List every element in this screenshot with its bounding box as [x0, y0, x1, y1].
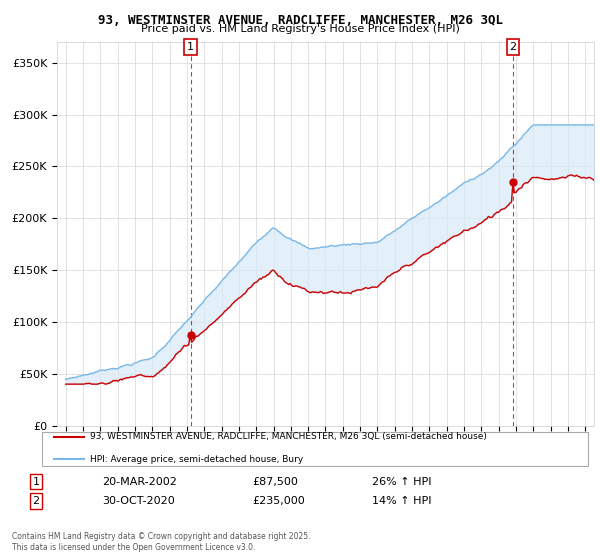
- Text: £235,000: £235,000: [252, 496, 305, 506]
- Text: 2: 2: [32, 496, 40, 506]
- Text: HPI: Average price, semi-detached house, Bury: HPI: Average price, semi-detached house,…: [90, 455, 303, 464]
- Text: Contains HM Land Registry data © Crown copyright and database right 2025.
This d: Contains HM Land Registry data © Crown c…: [12, 532, 311, 552]
- Text: Price paid vs. HM Land Registry's House Price Index (HPI): Price paid vs. HM Land Registry's House …: [140, 24, 460, 34]
- Text: 1: 1: [32, 477, 40, 487]
- Text: 14% ↑ HPI: 14% ↑ HPI: [372, 496, 431, 506]
- Text: 30-OCT-2020: 30-OCT-2020: [102, 496, 175, 506]
- Text: 93, WESTMINSTER AVENUE, RADCLIFFE, MANCHESTER, M26 3QL: 93, WESTMINSTER AVENUE, RADCLIFFE, MANCH…: [97, 14, 503, 27]
- Text: 26% ↑ HPI: 26% ↑ HPI: [372, 477, 431, 487]
- Text: 2: 2: [509, 42, 517, 52]
- Text: 93, WESTMINSTER AVENUE, RADCLIFFE, MANCHESTER, M26 3QL (semi-detached house): 93, WESTMINSTER AVENUE, RADCLIFFE, MANCH…: [90, 432, 487, 441]
- Text: 1: 1: [187, 42, 194, 52]
- Text: £87,500: £87,500: [252, 477, 298, 487]
- Text: 20-MAR-2002: 20-MAR-2002: [102, 477, 177, 487]
